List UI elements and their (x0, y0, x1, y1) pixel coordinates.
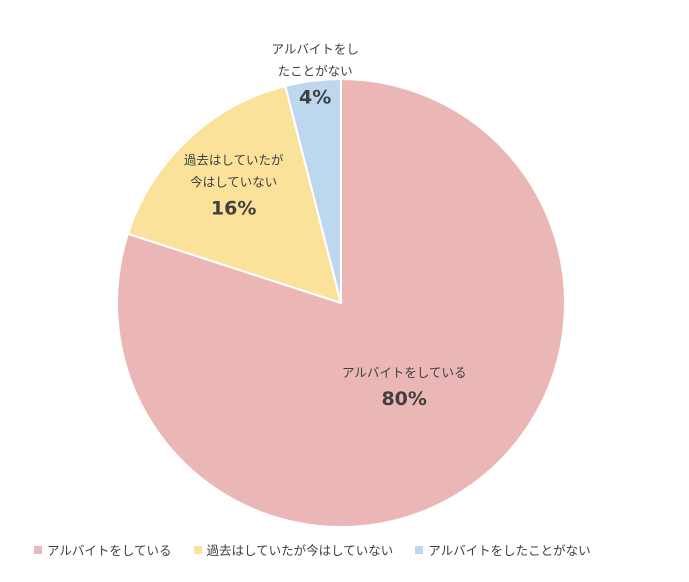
data-label-never-line-2: たことがない (278, 64, 353, 79)
data-label-never-percent: 4% (299, 87, 331, 109)
legend-label-never: アルバイトをしたことがない (428, 543, 591, 558)
legend-swatch-working (34, 545, 42, 554)
legend-item-working: アルバイトをしている (34, 540, 172, 559)
legend-label-working: アルバイトをしている (47, 543, 172, 558)
data-label-past-line-1: 過去はしていたが (184, 153, 284, 168)
slice-never (284, 77, 342, 304)
legend-swatch-past (193, 545, 202, 554)
data-label-past-percent: 16% (211, 198, 256, 220)
data-label-never-line-1: アルバイトをし (271, 42, 358, 57)
data-label-working-percent: 80% (381, 388, 426, 410)
legend-label-past: 過去はしていたが今はしていない (206, 543, 394, 558)
slice-past (126, 84, 343, 305)
data-label-past-line-2: 今はしていない (190, 175, 277, 190)
data-label-working-line-1: アルバイトをしている (342, 365, 467, 380)
legend: アルバイトをしている 過去はしていたが今はしていない アルバイトをしたことがない (34, 540, 613, 559)
legend-swatch-never (415, 545, 424, 554)
legend-item-past: 過去はしていたが今はしていない (193, 540, 394, 559)
legend-item-never: アルバイトをしたことがない (415, 540, 591, 559)
